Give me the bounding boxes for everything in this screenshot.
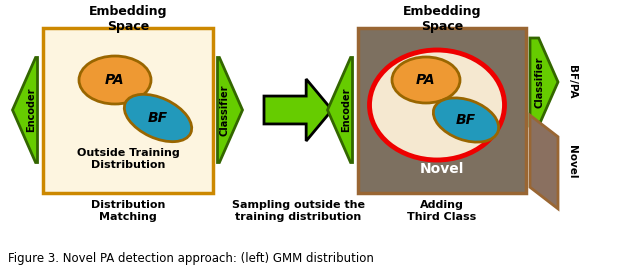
Polygon shape [218, 57, 243, 163]
Text: Outside Training
Distribution: Outside Training Distribution [77, 148, 179, 170]
Ellipse shape [79, 56, 151, 104]
Polygon shape [530, 115, 558, 209]
Text: Sampling outside the
training distribution: Sampling outside the training distributi… [232, 200, 365, 222]
Polygon shape [13, 57, 38, 163]
Polygon shape [328, 57, 353, 163]
Text: Novel: Novel [567, 145, 577, 179]
Text: PA: PA [416, 73, 436, 87]
Text: BF: BF [148, 111, 168, 125]
Text: Adding
Third Class: Adding Third Class [408, 200, 477, 222]
Ellipse shape [392, 57, 460, 103]
Polygon shape [530, 38, 558, 126]
Bar [43, 28, 213, 193]
Text: Classifier: Classifier [220, 84, 229, 136]
Text: Distribution
Matching: Distribution Matching [91, 200, 165, 222]
Text: BF/PA: BF/PA [567, 65, 577, 99]
Bar [358, 28, 526, 193]
Ellipse shape [433, 98, 499, 142]
Text: Encoder: Encoder [340, 88, 351, 132]
Text: Embedding
Space: Embedding Space [89, 5, 167, 33]
Ellipse shape [369, 50, 504, 160]
Text: PA: PA [105, 73, 125, 87]
Text: Classifier: Classifier [534, 56, 544, 108]
Text: Embedding
Space: Embedding Space [403, 5, 481, 33]
Text: Figure 3. Novel PA detection approach: (left) GMM distribution: Figure 3. Novel PA detection approach: (… [8, 252, 374, 265]
Polygon shape [264, 79, 332, 141]
Text: BF: BF [456, 113, 476, 127]
Ellipse shape [124, 94, 192, 142]
Text: Encoder: Encoder [26, 88, 36, 132]
Text: Novel: Novel [420, 162, 464, 176]
